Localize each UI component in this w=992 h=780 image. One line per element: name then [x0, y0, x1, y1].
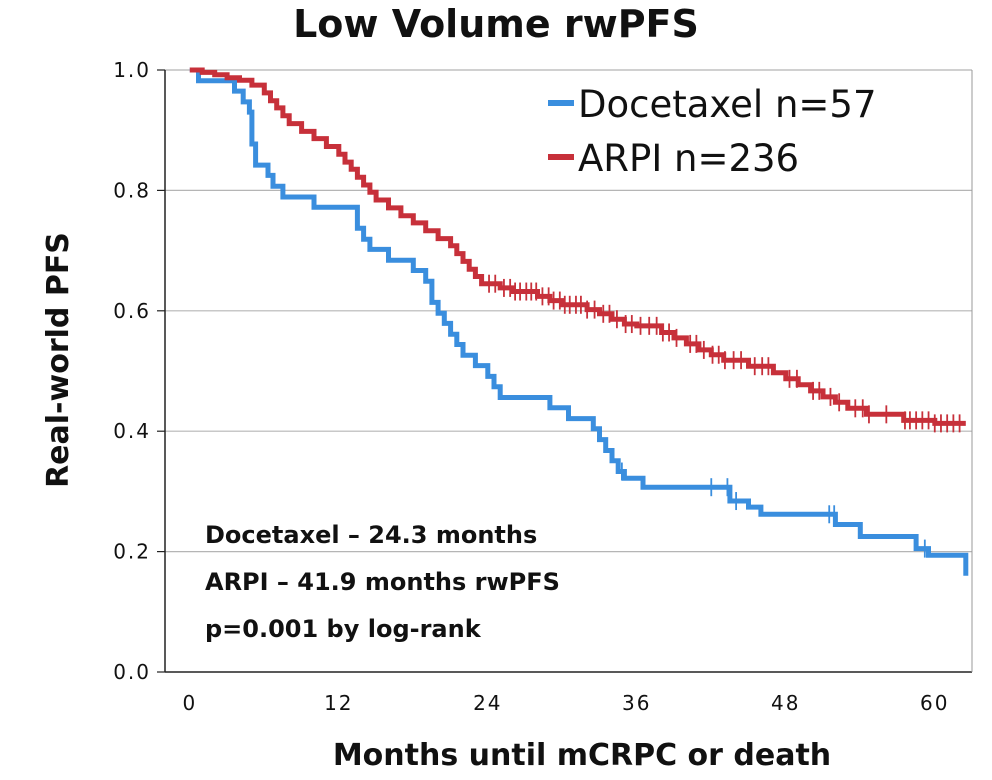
y-tick-label-0: 0.0: [113, 660, 151, 684]
survival-curves: [189, 67, 969, 576]
curve-arpi: [189, 67, 966, 426]
x-axis-label: Months until mCRPC or death: [333, 738, 831, 773]
axes: [164, 70, 973, 673]
y-tick-label-2: 0.4: [113, 419, 151, 443]
annotation-arpi: ARPI – 41.9 months rwPFS: [205, 568, 560, 596]
y-tick-label-4: 0.8: [113, 178, 151, 202]
x-tick-labels: 0 12 24 36 48 60: [182, 691, 949, 715]
x-tick-label-2: 24: [473, 691, 502, 715]
x-tick-label-0: 0: [182, 691, 197, 715]
curve-docetaxel: [189, 67, 969, 576]
legend-label-arpi: ARPI n=236: [578, 137, 799, 180]
chart-title: Low Volume rwPFS: [293, 2, 699, 46]
y-tick-label-3: 0.6: [113, 299, 151, 323]
annotation-pvalue: p=0.001 by log-rank: [205, 615, 482, 643]
x-tick-label-1: 12: [324, 691, 353, 715]
legend-label-docetaxel: Docetaxel n=57: [578, 83, 877, 126]
y-tick-label-5: 1.0: [113, 58, 151, 82]
x-tick-label-5: 60: [920, 691, 949, 715]
y-tick-labels: 0.0 0.2 0.4 0.6 0.8 1.0: [113, 58, 165, 684]
legend: Docetaxel n=57 ARPI n=236: [548, 83, 877, 180]
annotation-docetaxel: Docetaxel – 24.3 months: [205, 521, 537, 549]
y-tick-label-1: 0.2: [113, 540, 151, 564]
median-annotations: Docetaxel – 24.3 months ARPI – 41.9 mont…: [205, 521, 560, 643]
x-tick-label-4: 48: [771, 691, 800, 715]
y-axis-label: Real-world PFS: [41, 232, 76, 488]
gridlines: [165, 69, 972, 553]
x-tick-label-3: 36: [622, 691, 651, 715]
